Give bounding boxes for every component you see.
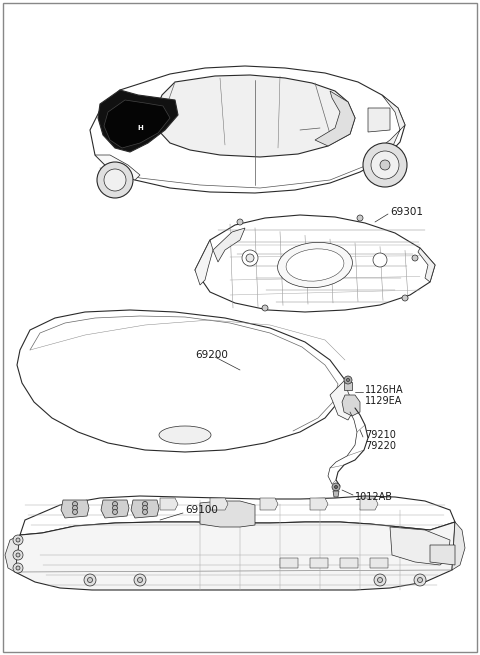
Polygon shape (213, 228, 245, 262)
Polygon shape (210, 498, 228, 510)
Circle shape (374, 574, 386, 586)
Text: 79220: 79220 (365, 441, 396, 451)
Polygon shape (368, 108, 390, 132)
Circle shape (72, 506, 77, 510)
Circle shape (380, 160, 390, 170)
Polygon shape (333, 491, 339, 497)
Ellipse shape (277, 242, 352, 288)
Polygon shape (310, 498, 328, 510)
Polygon shape (390, 527, 450, 565)
Circle shape (377, 578, 383, 582)
Polygon shape (344, 382, 352, 390)
Bar (310, 558, 328, 568)
Polygon shape (61, 500, 89, 518)
Text: 1129EA: 1129EA (365, 396, 402, 406)
Circle shape (412, 255, 418, 261)
Circle shape (16, 553, 20, 557)
Circle shape (332, 483, 340, 491)
Circle shape (371, 151, 399, 179)
Polygon shape (195, 240, 213, 285)
Text: 79210: 79210 (365, 430, 396, 440)
Polygon shape (360, 498, 378, 510)
Circle shape (137, 578, 143, 582)
Bar (340, 558, 358, 568)
Polygon shape (98, 90, 178, 152)
Bar (280, 558, 298, 568)
Bar (370, 558, 388, 568)
Text: 69100: 69100 (185, 505, 218, 515)
Circle shape (335, 485, 337, 489)
Polygon shape (260, 498, 278, 510)
Polygon shape (430, 545, 455, 565)
Ellipse shape (159, 426, 211, 444)
Circle shape (84, 574, 96, 586)
Polygon shape (101, 500, 129, 518)
Polygon shape (5, 535, 20, 572)
Polygon shape (195, 215, 435, 312)
Polygon shape (90, 66, 405, 193)
Circle shape (237, 219, 243, 225)
Text: 69200: 69200 (195, 350, 228, 360)
Circle shape (87, 578, 93, 582)
Polygon shape (200, 501, 255, 527)
Polygon shape (452, 522, 465, 570)
Circle shape (347, 379, 349, 381)
Polygon shape (155, 75, 355, 157)
Circle shape (112, 506, 118, 510)
Circle shape (97, 162, 133, 198)
Circle shape (418, 578, 422, 582)
Circle shape (143, 506, 147, 510)
Circle shape (373, 253, 387, 267)
Polygon shape (370, 95, 405, 155)
Polygon shape (330, 380, 355, 420)
Circle shape (402, 295, 408, 301)
Circle shape (72, 510, 77, 514)
Circle shape (112, 510, 118, 514)
Polygon shape (131, 500, 159, 518)
Polygon shape (104, 100, 170, 148)
Polygon shape (95, 155, 140, 180)
Polygon shape (20, 496, 455, 535)
Circle shape (72, 502, 77, 506)
Circle shape (104, 169, 126, 191)
Polygon shape (418, 248, 435, 282)
Circle shape (13, 535, 23, 545)
Circle shape (363, 143, 407, 187)
Polygon shape (160, 498, 178, 510)
Polygon shape (15, 522, 455, 590)
Circle shape (13, 550, 23, 560)
Circle shape (414, 574, 426, 586)
Circle shape (344, 376, 352, 384)
Circle shape (16, 538, 20, 542)
Circle shape (143, 502, 147, 506)
Text: 1126HA: 1126HA (365, 385, 404, 395)
Polygon shape (342, 395, 360, 416)
Circle shape (357, 215, 363, 221)
Circle shape (242, 250, 258, 266)
Text: 1012AB: 1012AB (355, 492, 393, 502)
Circle shape (246, 254, 254, 262)
Circle shape (134, 574, 146, 586)
Circle shape (16, 566, 20, 570)
Polygon shape (315, 91, 355, 146)
Circle shape (262, 305, 268, 311)
Ellipse shape (286, 249, 344, 281)
Circle shape (112, 502, 118, 506)
Text: H: H (137, 125, 143, 131)
Polygon shape (17, 310, 345, 452)
Circle shape (143, 510, 147, 514)
Text: 69301: 69301 (390, 207, 423, 217)
Circle shape (13, 563, 23, 573)
